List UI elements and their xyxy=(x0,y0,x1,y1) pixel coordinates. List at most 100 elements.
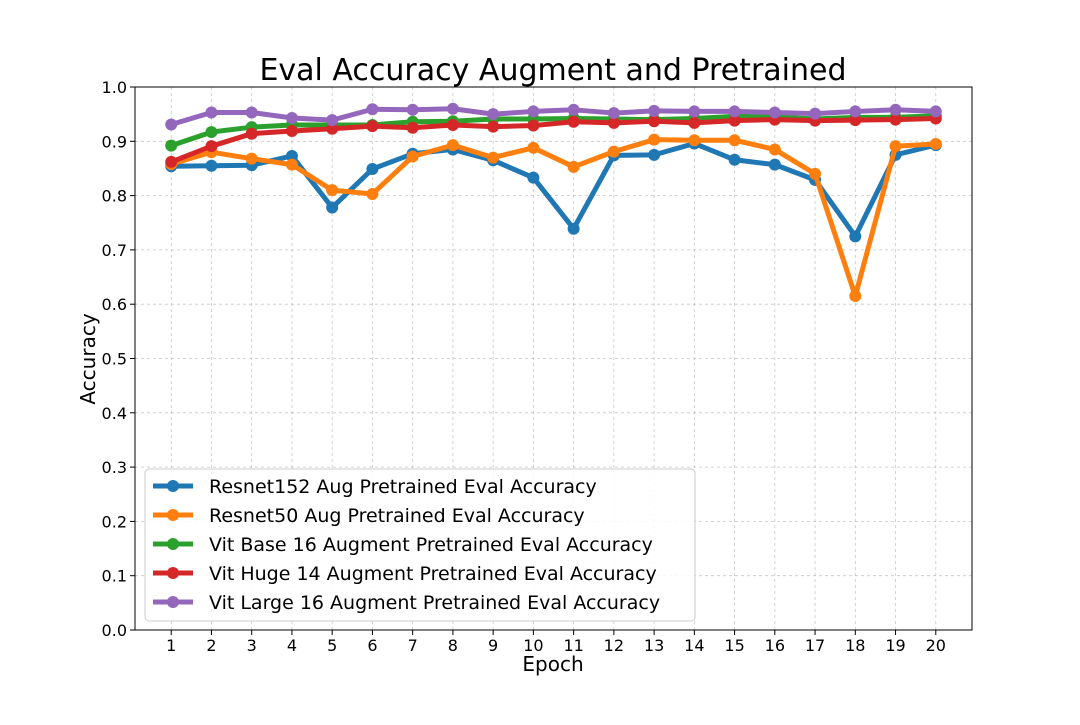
data-point xyxy=(406,150,419,163)
y-tick-label: 0.8 xyxy=(102,187,127,206)
data-point xyxy=(768,106,781,119)
data-point xyxy=(527,119,540,132)
data-point xyxy=(607,116,620,129)
y-tick-label: 0.4 xyxy=(102,404,127,423)
series-line xyxy=(168,140,939,239)
x-tick-label: 16 xyxy=(765,636,785,655)
data-point xyxy=(245,106,258,119)
data-point xyxy=(366,162,379,175)
data-point xyxy=(165,139,178,152)
data-point xyxy=(285,149,298,162)
data-point xyxy=(728,105,741,118)
data-point xyxy=(889,113,902,126)
data-point xyxy=(326,184,339,197)
x-tick-label: 10 xyxy=(523,636,543,655)
legend: Resnet152 Aug Pretrained Eval Accuracy Re… xyxy=(144,468,696,622)
series-5 xyxy=(165,102,942,131)
series-line xyxy=(168,106,939,127)
data-point xyxy=(326,122,339,135)
series-group xyxy=(165,102,942,303)
data-point xyxy=(205,106,218,119)
data-point xyxy=(567,115,580,128)
legend-marker xyxy=(167,480,179,492)
series-2 xyxy=(165,133,942,303)
data-point xyxy=(567,222,580,235)
x-axis-label: Epoch xyxy=(522,652,583,676)
data-point xyxy=(809,167,822,180)
data-point xyxy=(809,107,822,120)
x-tick-label: 14 xyxy=(684,636,704,655)
data-point xyxy=(205,126,218,139)
y-tick-label: 1.0 xyxy=(102,78,127,97)
legend-marker xyxy=(167,509,179,521)
data-point xyxy=(446,102,459,115)
x-tick-label: 15 xyxy=(724,636,744,655)
data-point xyxy=(366,187,379,200)
data-point xyxy=(567,160,580,173)
data-point xyxy=(849,105,862,118)
data-point xyxy=(607,145,620,158)
data-point xyxy=(567,103,580,116)
data-point xyxy=(285,158,298,171)
data-point xyxy=(165,155,178,168)
data-point xyxy=(648,104,661,117)
data-point xyxy=(849,290,862,303)
x-tick-label: 5 xyxy=(327,636,337,655)
data-point xyxy=(406,103,419,116)
legend-marker xyxy=(167,538,179,550)
x-tick-label: 8 xyxy=(448,636,458,655)
data-point xyxy=(768,143,781,156)
data-point xyxy=(688,116,701,129)
data-point xyxy=(648,115,661,128)
data-point xyxy=(527,105,540,118)
legend-label: Vit Large 16 Augment Pretrained Eval Acc… xyxy=(209,592,660,614)
data-point xyxy=(205,159,218,172)
data-point xyxy=(688,105,701,118)
data-point xyxy=(889,103,902,116)
data-point xyxy=(406,121,419,134)
data-point xyxy=(366,103,379,116)
y-tick-label: 0.3 xyxy=(102,458,127,477)
x-tick-label: 3 xyxy=(247,636,257,655)
data-point xyxy=(768,158,781,171)
x-tick-label: 9 xyxy=(488,636,498,655)
series-1 xyxy=(165,137,942,243)
data-point xyxy=(607,107,620,120)
data-point xyxy=(487,108,500,121)
y-axis-label: Accuracy xyxy=(76,313,100,404)
data-point xyxy=(205,140,218,153)
data-point xyxy=(527,141,540,154)
x-tick-label: 20 xyxy=(926,636,946,655)
x-tick-label: 1 xyxy=(166,636,176,655)
legend-label: Vit Huge 14 Augment Pretrained Eval Accu… xyxy=(209,563,657,585)
y-tick-label: 0.0 xyxy=(102,621,127,640)
y-tick-label: 0.1 xyxy=(102,567,127,586)
legend-box xyxy=(144,468,696,622)
x-tick-label: 2 xyxy=(206,636,216,655)
legend-label: Vit Base 16 Augment Pretrained Eval Accu… xyxy=(209,534,653,556)
data-point xyxy=(285,124,298,137)
y-tick-label: 0.7 xyxy=(102,241,127,260)
data-point xyxy=(487,151,500,164)
x-tick-label: 17 xyxy=(805,636,825,655)
x-tick-label: 12 xyxy=(604,636,624,655)
y-tick-label: 0.6 xyxy=(102,295,127,314)
data-point xyxy=(929,105,942,118)
legend-label: Resnet50 Aug Pretrained Eval Accuracy xyxy=(209,505,585,527)
x-tick-label: 13 xyxy=(644,636,664,655)
data-point xyxy=(648,133,661,146)
series-line xyxy=(168,115,939,165)
x-tick-label: 19 xyxy=(885,636,905,655)
data-point xyxy=(929,138,942,151)
x-tick-label: 18 xyxy=(845,636,865,655)
data-point xyxy=(487,120,500,133)
data-point xyxy=(446,139,459,152)
x-tick-label: 6 xyxy=(367,636,377,655)
data-point xyxy=(326,201,339,214)
legend-marker xyxy=(167,567,179,579)
data-point xyxy=(648,148,661,161)
data-point xyxy=(889,140,902,153)
data-point xyxy=(245,127,258,140)
data-point xyxy=(527,171,540,184)
